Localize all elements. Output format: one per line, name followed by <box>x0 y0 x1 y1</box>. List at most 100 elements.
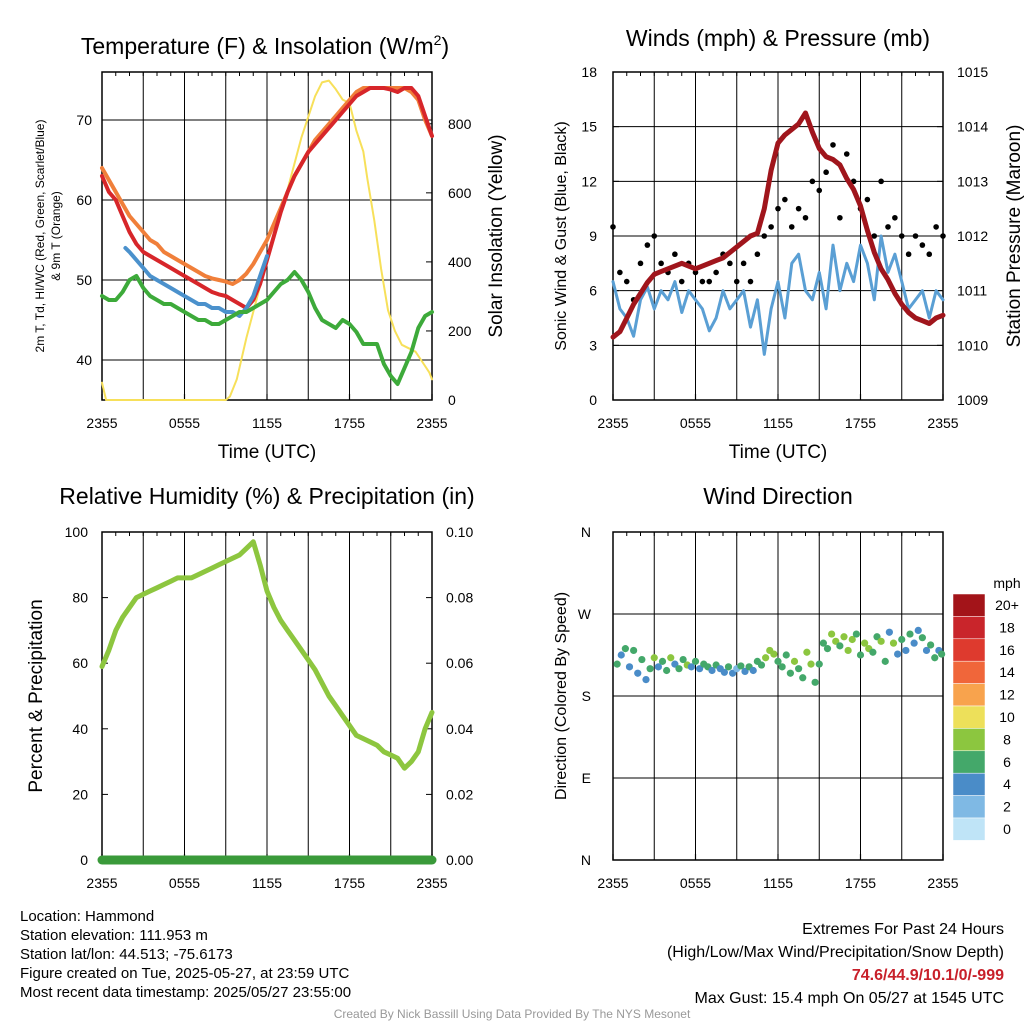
x-tick-label: 1155 <box>252 415 282 431</box>
direction-point <box>720 668 728 676</box>
gust-point <box>727 260 733 267</box>
direction-point <box>770 650 778 658</box>
direction-point <box>708 666 716 675</box>
x-tick-label: 1155 <box>763 415 793 431</box>
series-rh <box>99 539 435 771</box>
y2-tick-label: 0.10 <box>446 524 473 540</box>
gust-point <box>692 269 699 276</box>
chart-title: Relative Humidity (%) & Precipitation (i… <box>59 483 474 509</box>
legend-title: mph <box>993 575 1020 591</box>
direction-point <box>873 633 881 641</box>
created-text: Figure created on Tue, 2025-05-27, at 23… <box>20 965 350 982</box>
gust-point <box>651 233 658 239</box>
gust-point <box>843 151 850 157</box>
legend-swatch <box>952 616 986 640</box>
y-axis-label: Percent & Precipitation <box>26 599 47 792</box>
chart-title: Wind Direction <box>703 483 853 509</box>
extremes-values: 74.6/44.9/10.1/0/-999 <box>851 967 1004 984</box>
location-text: Location: Hammond <box>20 908 155 925</box>
legend-swatch <box>952 728 986 752</box>
latlon-text: Station lat/lon: 44.513; -75.6173 <box>20 946 233 963</box>
direction-point <box>790 657 799 665</box>
x-tick-label: 2355 <box>86 875 117 891</box>
gust-point <box>823 169 829 176</box>
gust-point <box>912 233 919 239</box>
gust-point <box>644 242 651 248</box>
x-tick-label: 2355 <box>597 415 628 431</box>
y-tick-label: N <box>581 852 591 868</box>
y-axis-label: Sonic Wind & Gust (Blue, Black) <box>553 121 570 350</box>
gust-point <box>892 214 898 221</box>
legend-label: 4 <box>1003 776 1011 792</box>
direction-point <box>828 630 836 638</box>
direction-point <box>807 660 815 668</box>
direction-point <box>741 667 749 676</box>
chart-title: Winds (mph) & Pressure (mb) <box>626 25 930 51</box>
gust-point <box>754 251 761 258</box>
direction-point <box>889 639 898 647</box>
series-dewpoint <box>100 270 434 386</box>
gust-point <box>733 278 740 285</box>
y2-tick-label: 1009 <box>957 392 988 408</box>
direction-point <box>918 634 926 642</box>
direction-point <box>782 651 790 659</box>
y-tick-label: 0 <box>80 852 88 868</box>
title-end: ) <box>441 33 449 59</box>
credit-text: Created By Nick Bassill Using Data Provi… <box>333 1007 691 1021</box>
direction-point <box>757 661 766 669</box>
legend-label: 12 <box>999 687 1015 703</box>
gust-point <box>678 278 685 285</box>
gust-point <box>919 242 926 248</box>
direction-point <box>650 654 658 662</box>
gust-point <box>768 224 774 230</box>
x-tick-label: 0555 <box>680 875 711 891</box>
direction-point <box>774 657 782 665</box>
direction-point <box>795 665 803 673</box>
x-tick-label: 0555 <box>169 415 200 431</box>
y-axis-label-line1: 2m T, Td, HI/WC (Red, Green, Scarlet/Blu… <box>33 120 47 353</box>
chart-title: Temperature (F) & Insolation (W/m2) <box>81 32 449 59</box>
legend-swatch <box>952 705 986 729</box>
legend-label: 2 <box>1003 799 1011 815</box>
gust-point <box>830 142 836 148</box>
y2-tick-label: 400 <box>448 254 472 270</box>
y-axis-label: Direction (Colored By Speed) <box>553 592 570 800</box>
direction-point <box>877 637 885 645</box>
title-superscript: 2 <box>434 32 442 48</box>
gust-point <box>623 278 630 285</box>
legend-label: 8 <box>1003 731 1011 747</box>
x-tick-label: 2355 <box>927 875 958 891</box>
legend-swatch <box>952 638 986 662</box>
legend-label: 6 <box>1003 754 1011 770</box>
y2-tick-label: 200 <box>448 323 472 339</box>
direction-point <box>617 651 625 659</box>
x-axis-label: Time (UTC) <box>729 442 828 463</box>
y2-tick-label: 0.08 <box>446 590 473 606</box>
direction-point <box>844 646 852 655</box>
y-tick-label: N <box>581 524 591 540</box>
x-tick-label: 1155 <box>763 875 793 891</box>
legend-label: 10 <box>999 709 1015 725</box>
extremes-legend: (High/Low/Max Wind/Precipitation/Snow De… <box>666 944 1004 961</box>
direction-point <box>749 666 757 675</box>
direction-point <box>724 663 733 671</box>
gust-point <box>898 233 905 239</box>
direction-point <box>667 654 675 662</box>
x-tick-label: 1755 <box>334 875 365 891</box>
direction-point <box>931 654 939 662</box>
legend-label: 0 <box>1003 821 1011 837</box>
gust-point <box>637 260 644 267</box>
direction-point <box>799 674 807 682</box>
direction-point <box>778 663 786 671</box>
y2-tick-label: 0.00 <box>446 852 473 868</box>
direction-point <box>691 657 700 665</box>
y-tick-label: W <box>578 606 592 622</box>
y-tick-label: 0 <box>589 392 597 408</box>
x-tick-label: 0555 <box>680 415 711 431</box>
x-tick-label: 2355 <box>927 415 958 431</box>
x-tick-label: 0555 <box>169 875 200 891</box>
direction-point <box>894 650 902 658</box>
panel-winds <box>610 71 946 401</box>
gust-point <box>871 233 878 239</box>
